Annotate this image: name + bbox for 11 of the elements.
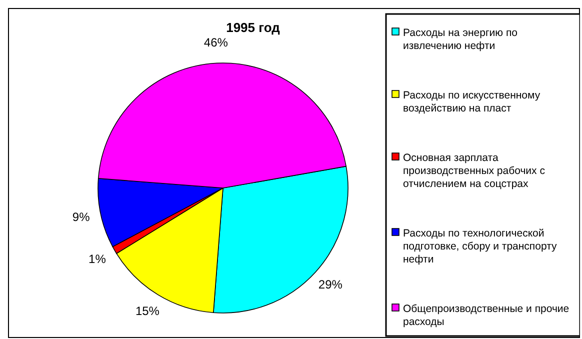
legend-label: Расходы на энергию по извлечению нефти — [403, 27, 518, 52]
data-label: 46% — [204, 35, 228, 50]
text: 1995 год — [226, 20, 281, 35]
legend-label: Основная зарплата производственных рабочих с отчислением на соцстрах — [403, 152, 545, 190]
legend-label: Общепроизводственные и прочие расходы — [403, 303, 570, 328]
data-label: 9% — [72, 210, 90, 224]
legend-label: Расходы по технологической подготовке, сбору и транспорту нефти — [403, 228, 558, 266]
data-label: 1% — [88, 252, 106, 266]
data-label: 29% — [318, 278, 343, 292]
legend-label: Расходы по искусственному воздействию на пласт — [403, 90, 541, 114]
data-label: 15% — [135, 304, 160, 318]
